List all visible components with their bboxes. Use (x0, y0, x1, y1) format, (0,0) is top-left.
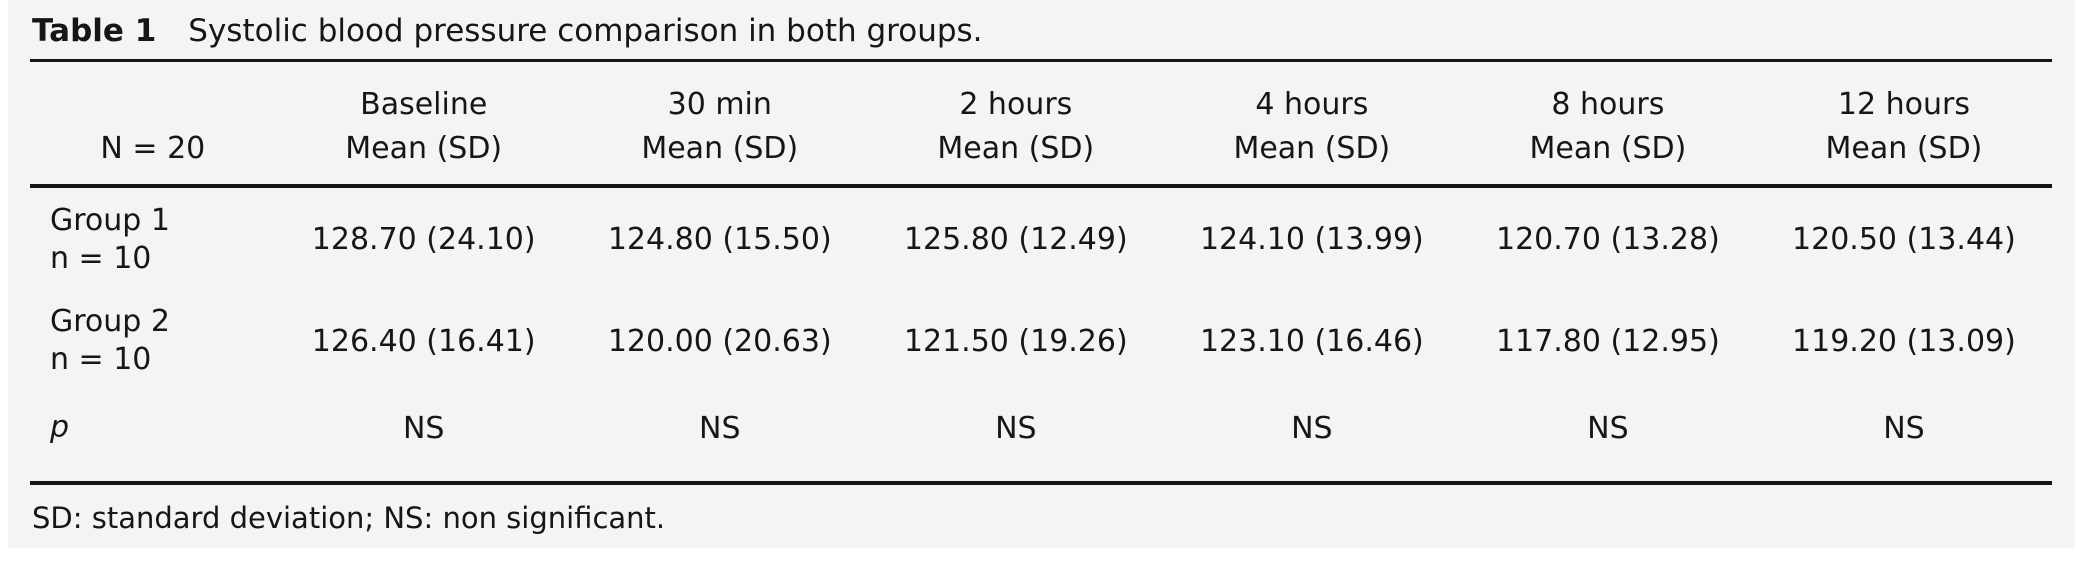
cell-p-8hours: NS (1459, 391, 1756, 485)
table-title: Systolic blood pressure comparison in bo… (188, 13, 983, 49)
group-name: Group 2 (50, 304, 170, 339)
cell-p-baseline: NS (275, 391, 572, 485)
cell-p-2hours: NS (867, 391, 1164, 485)
group-name: Group 1 (50, 202, 170, 238)
table-row-pvalue: p NS NS NS NS NS NS (30, 391, 2052, 485)
cell-p-30min: NS (571, 391, 868, 485)
cell-group1-2hours: 125.80 (12.49) (903, 222, 1128, 257)
header-stat-label: Mean (SD) (937, 131, 1095, 166)
table-row-group2: Group 2 n = 10 126.40 (16.41) 120.00 (20… (30, 291, 2052, 391)
table-caption: Table 1 Systolic blood pressure compariso… (30, 0, 2052, 62)
cell-group2-2hours: 121.50 (19.26) (903, 323, 1128, 359)
row-label-p: p (30, 391, 276, 485)
header-time-label: 12 hours (1837, 87, 1970, 122)
header-stat-label: Mean (SD) (1233, 131, 1391, 166)
cell-group2-4hours: 123.10 (16.46) (1199, 323, 1424, 359)
header-stat-label: Mean (SD) (1529, 131, 1687, 166)
cell-group1-12hours: 120.50 (13.44) (1792, 222, 2016, 257)
header-time-label: Baseline (360, 87, 488, 122)
cell-group1-30min: 124.80 (15.50) (607, 222, 832, 257)
cell-p-4hours: NS (1163, 391, 1460, 485)
header-sample-size: N = 20 (30, 62, 276, 188)
header-stat-label: Mean (SD) (641, 131, 799, 166)
cell-group2-baseline: 126.40 (16.41) (311, 323, 536, 359)
table-row-group1: Group 1 n = 10 128.70 (24.10) 124.80 (15… (30, 186, 2052, 291)
data-table: N = 20 Baseline Mean (SD) 30 min Mean (S… (30, 62, 2052, 485)
row-label-group1: Group 1 n = 10 (30, 186, 276, 291)
header-2hours: 2 hours Mean (SD) (867, 62, 1164, 188)
table-number: Table 1 (32, 13, 157, 49)
group-n: n = 10 (50, 342, 152, 377)
header-baseline: Baseline Mean (SD) (275, 62, 572, 188)
header-8hours: 8 hours Mean (SD) (1459, 62, 1756, 188)
group-n: n = 10 (50, 240, 152, 276)
header-12hours: 12 hours Mean (SD) (1755, 62, 2052, 188)
cell-group2-30min: 120.00 (20.63) (607, 323, 832, 359)
header-time-label: 4 hours (1255, 87, 1369, 122)
header-stat-label: Mean (SD) (345, 131, 503, 166)
cell-p-12hours: NS (1755, 391, 2052, 485)
header-row: N = 20 Baseline Mean (SD) 30 min Mean (S… (30, 62, 2052, 188)
table-panel: Table 1 Systolic blood pressure compariso… (8, 0, 2075, 548)
cell-group1-8hours: 120.70 (13.28) (1495, 222, 1720, 257)
cell-group2-8hours: 117.80 (12.95) (1495, 323, 1720, 359)
cell-group1-4hours: 124.10 (13.99) (1199, 222, 1424, 257)
header-time-label: 2 hours (959, 87, 1073, 122)
cell-group2-12hours: 119.20 (13.09) (1792, 323, 2016, 359)
header-30min: 30 min Mean (SD) (571, 62, 868, 188)
header-time-label: 30 min (667, 87, 772, 122)
cell-group1-baseline: 128.70 (24.10) (311, 222, 536, 257)
header-time-label: 8 hours (1551, 87, 1665, 122)
row-label-group2: Group 2 n = 10 (30, 291, 276, 391)
header-stat-label: Mean (SD) (1825, 131, 1983, 166)
header-4hours: 4 hours Mean (SD) (1163, 62, 1460, 188)
table-footnote: SD: standard deviation; NS: non signific… (32, 501, 666, 535)
